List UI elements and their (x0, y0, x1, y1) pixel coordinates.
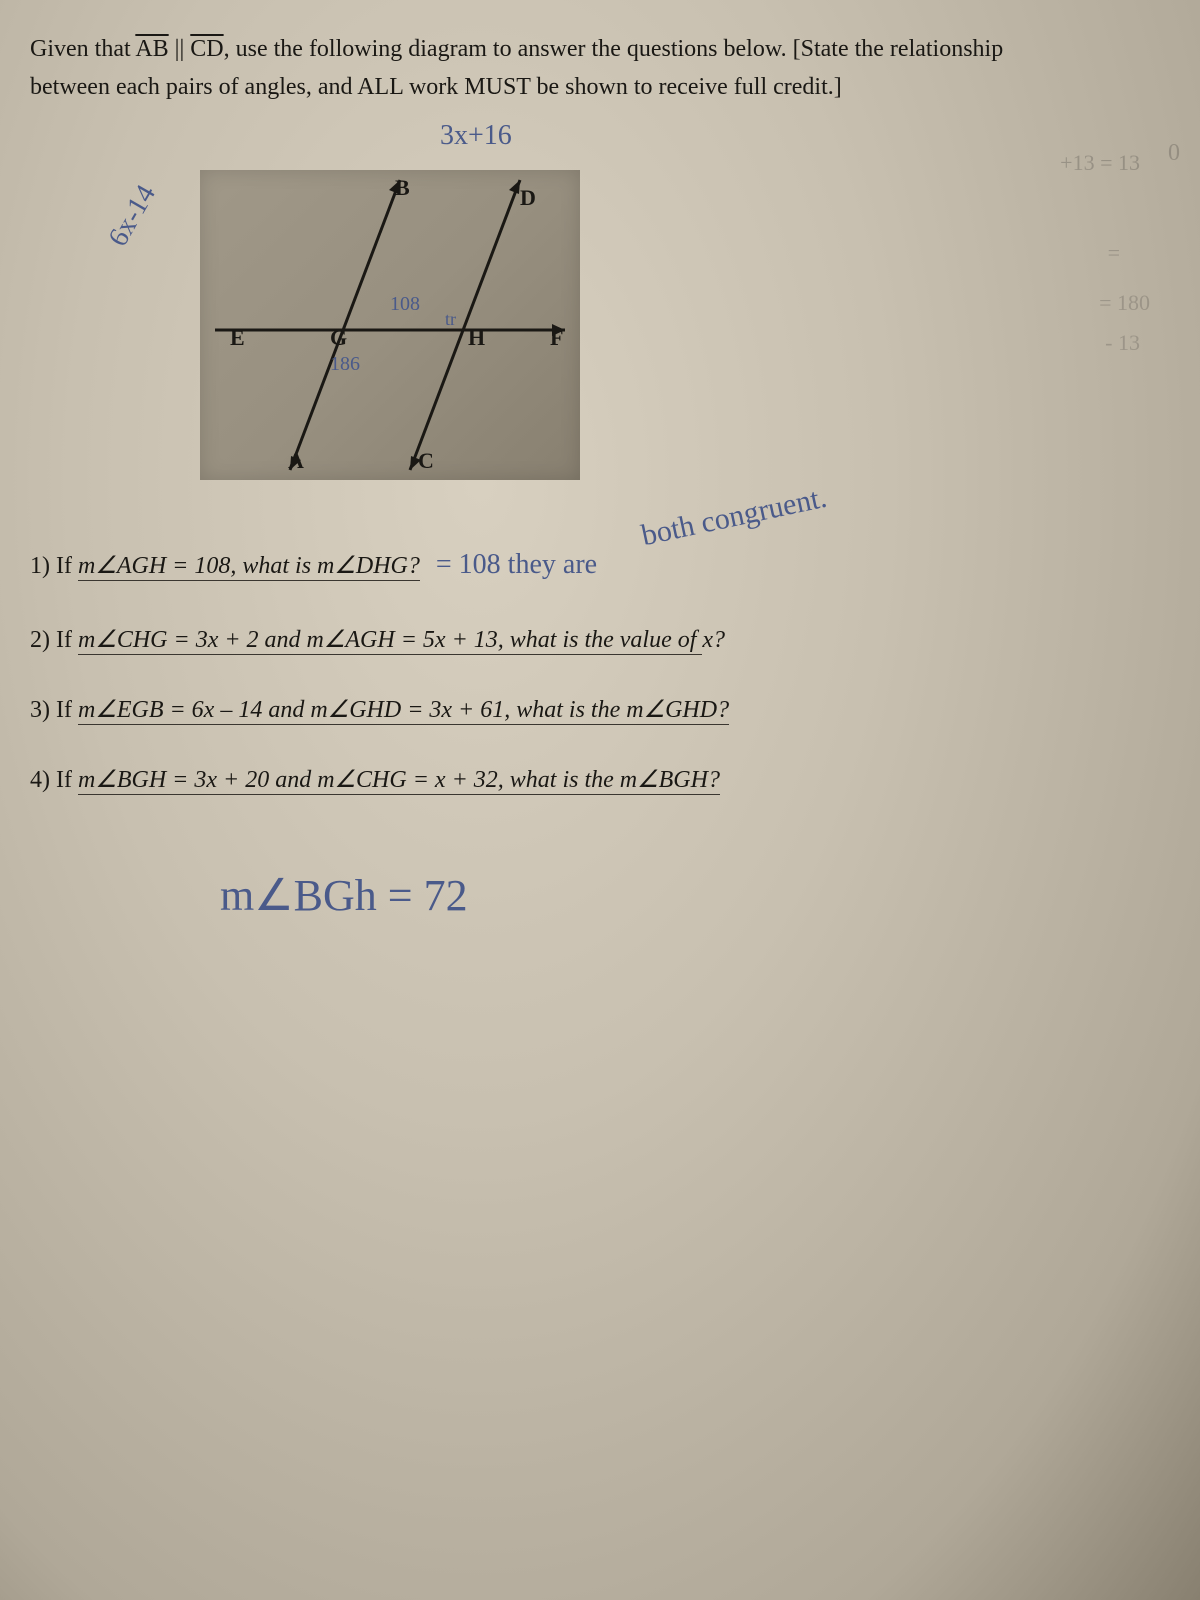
q4-prefix: 4) If (30, 767, 78, 793)
intro-text-2: , use the following diagram to answer th… (224, 36, 1004, 62)
q1-prefix: 1) If (30, 553, 78, 579)
question-2: 2) If m∠CHG = 3x + 2 and m∠AGH = 5x + 13… (30, 610, 1170, 670)
segment-ab: AB (135, 36, 168, 62)
q2-g1: m∠CHG = 3x + 2 and (78, 627, 307, 655)
label-H: H (468, 325, 485, 350)
intro-text-1: Given that (30, 36, 135, 62)
label-A: A (288, 448, 304, 473)
handwritten-top-expr: 3x+16 (440, 120, 512, 152)
q3-g1: m∠EGB = 6x – 14 and (78, 697, 310, 725)
handwritten-left-expr: 6x-14 (102, 180, 162, 253)
questions-block: 1) If m∠AGH = 108, what is m∠DHG? = 108 … (30, 530, 1170, 820)
handwritten-bgh: m∠BGh = 72 (220, 870, 468, 921)
pencil-zero: 0 (1168, 140, 1180, 167)
segment-cd: CD (190, 36, 223, 62)
q2-prefix: 2) If (30, 627, 78, 653)
q1-answer: = 108 they are (436, 549, 597, 580)
q2-g2: m∠AGH = 5x + 13, what is the value of (307, 627, 703, 655)
pencil-calc-2: = (1108, 240, 1120, 266)
problem-statement: Given that AB || CD, use the following d… (30, 30, 1170, 107)
q1-given-text: m∠AGH = 108, what is (78, 553, 317, 581)
label-F: F (550, 325, 563, 350)
pencil-calc-1: +13 = 13 (1060, 150, 1140, 176)
q3-prefix: 3) If (30, 697, 78, 723)
question-3: 3) If m∠EGB = 6x – 14 and m∠GHD = 3x + 6… (30, 680, 1170, 740)
q3-g2: m∠GHD = 3x + 61, what is the m∠GHD? (310, 697, 729, 725)
label-D: D (520, 185, 536, 210)
label-C: C (418, 448, 434, 473)
q1-ask: m∠DHG? (317, 553, 420, 581)
pencil-calc-4: - 13 (1105, 330, 1140, 356)
q1-given: m∠AGH = 108, what is (78, 553, 317, 581)
intro-parallel: || (169, 36, 191, 62)
q4-g1: m∠BGH = 3x + 20 and (78, 767, 317, 795)
question-4: 4) If m∠BGH = 3x + 20 and m∠CHG = x + 32… (30, 750, 1170, 810)
geometry-diagram: B D E F G H A C 108 186 tr (200, 170, 580, 480)
label-E: E (230, 325, 245, 350)
label-B: B (395, 175, 410, 200)
intro-text-3: between each pairs of angles, and ALL wo… (30, 74, 842, 100)
diagram-svg: B D E F G H A C 108 186 tr (200, 170, 580, 480)
q2-x: x? (702, 627, 725, 653)
hand-186: 186 (330, 353, 360, 375)
question-1: 1) If m∠AGH = 108, what is m∠DHG? = 108 … (30, 530, 1170, 600)
worksheet-paper: Given that AB || CD, use the following d… (0, 0, 1200, 1600)
hand-tr: tr (445, 309, 456, 329)
pencil-calc-3: = 180 (1099, 290, 1150, 316)
label-G: G (330, 325, 347, 350)
q4-g2: m∠CHG = x + 32, what is the m∠BGH? (317, 767, 720, 795)
hand-108: 108 (390, 293, 420, 315)
